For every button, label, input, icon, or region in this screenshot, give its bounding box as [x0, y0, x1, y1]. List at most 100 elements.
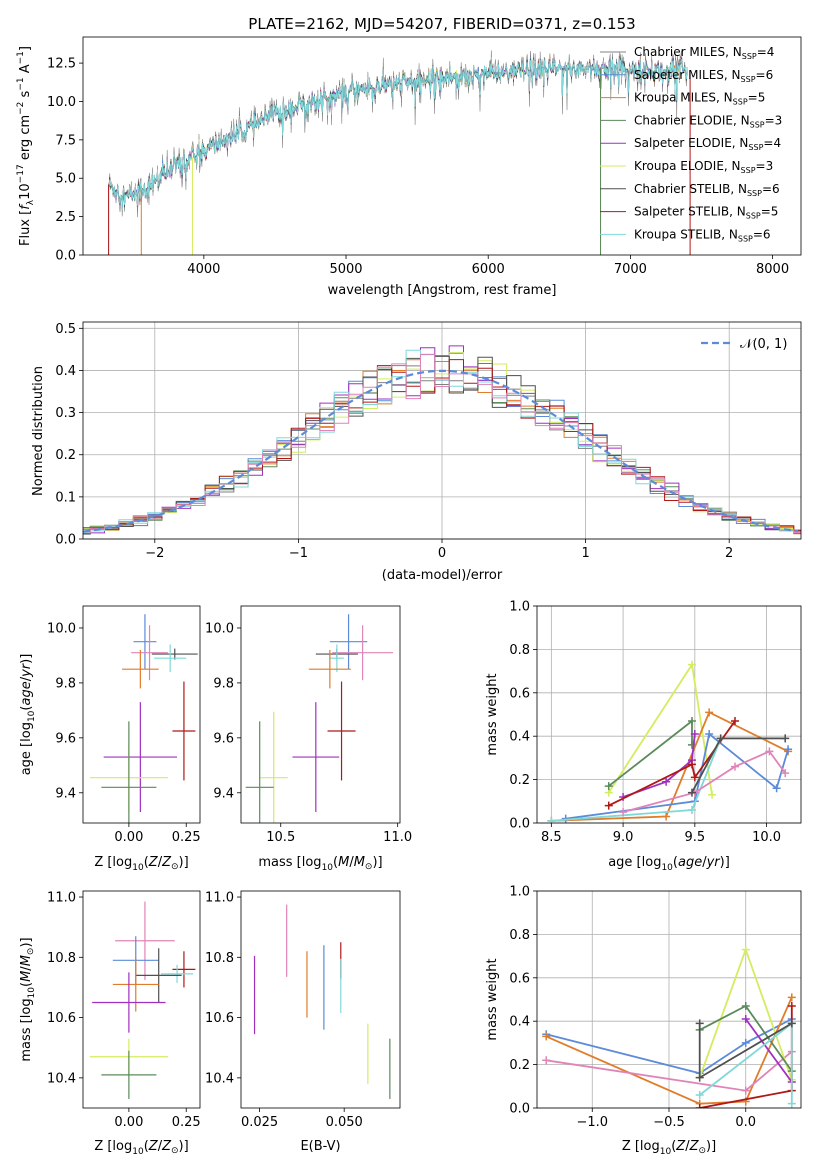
y-tick-label: 11.0 — [205, 891, 234, 906]
y-tick-label: 10.4 — [205, 1071, 234, 1086]
y-tick-label: 12.5 — [47, 57, 76, 72]
legend-entry: Kroupa MILES, NSSP=5 — [634, 91, 765, 107]
weight-marker — [765, 747, 774, 756]
weight-marker — [708, 790, 717, 799]
x-tick-label: 8000 — [756, 262, 789, 277]
x-tick-label: 11.0 — [383, 830, 412, 845]
y-tick-label: 9.4 — [55, 786, 76, 801]
x-tick-label: 9.5 — [684, 830, 705, 845]
y-axis-label: Normed distribution — [31, 366, 46, 496]
legend-entry: Kroupa ELODIE, NSSP=3 — [634, 159, 773, 175]
weight-marker — [741, 1015, 750, 1024]
axes-frame — [82, 36, 802, 256]
weight-marker — [687, 788, 696, 797]
weight-line — [608, 719, 693, 787]
x-tick-label: 0 — [438, 546, 446, 561]
x-axis-label: Z [log10(Z/Z⊙)] — [622, 1139, 716, 1157]
panel-weight-vs-age: 8.5 9.0 9.5 10.0 0.0 0.2 0.4 0.6 0.8 1.0 age [log1… — [485, 600, 802, 873]
x-tick-label: 0.00 — [114, 830, 143, 845]
y-tick-label: 1.0 — [509, 600, 530, 615]
y-tick-label: 10.4 — [47, 1071, 76, 1086]
axes-frame — [82, 321, 802, 540]
x-tick-label: 0.25 — [172, 1115, 201, 1130]
y-tick-label: 11.0 — [47, 891, 76, 906]
x-axis-label: (data-model)/error — [382, 568, 503, 583]
panel-mass-vs-ebv: 0.025 0.050 10.4 10.6 10.8 11.0 E(B-V) — [205, 891, 401, 1154]
x-tick-label: −1.0 — [576, 1115, 608, 1130]
y-tick-label: 9.6 — [213, 731, 234, 746]
y-tick-label: 10.8 — [205, 951, 234, 966]
data-point — [112, 957, 159, 1012]
y-axis-label: mass weight — [485, 673, 500, 755]
data-point — [172, 681, 196, 781]
weight-marker — [687, 660, 696, 669]
y-tick-label: 0.8 — [509, 643, 530, 658]
y-tick-label: 0.0 — [509, 817, 530, 832]
data-point — [133, 614, 157, 670]
y-tick-label: 0.0 — [55, 249, 76, 264]
x-tick-label: −2 — [145, 546, 164, 561]
x-axis-label: wavelength [Angstrom, rest frame] — [328, 283, 557, 298]
legend-entry: Chabrier ELODIE, NSSP=3 — [634, 113, 782, 129]
y-tick-label: 10.0 — [205, 621, 234, 636]
legend-entry: 𝒩(0, 1) — [740, 337, 787, 352]
y-axis-label: mass weight — [485, 958, 500, 1040]
data-point — [172, 951, 196, 988]
data-point — [115, 901, 175, 980]
y-tick-label: 5.0 — [55, 172, 76, 187]
weight-marker — [787, 1019, 796, 1028]
y-tick-label: 2.5 — [55, 210, 76, 225]
x-tick-label: 6000 — [472, 262, 505, 277]
y-tick-label: 0.5 — [55, 322, 76, 337]
x-axis-label: Z [log10(Z/Z⊙)] — [94, 855, 188, 873]
weight-marker — [687, 717, 696, 726]
weight-marker — [687, 740, 696, 749]
histogram-series — [83, 354, 801, 533]
plot-area — [89, 901, 196, 1099]
weight-marker — [695, 1104, 704, 1108]
weight-marker — [787, 993, 796, 1002]
data-point — [161, 964, 194, 983]
plot-area — [83, 345, 801, 535]
x-axis-label: Z [log10(Z/Z⊙)] — [94, 1139, 188, 1157]
data-point — [292, 702, 340, 813]
weight-marker — [690, 730, 699, 739]
legend-entry: Chabrier MILES, NSSP=4 — [634, 45, 774, 61]
weight-marker — [731, 762, 739, 771]
x-axis-label: E(B-V) — [300, 1139, 340, 1154]
weight-marker — [716, 734, 725, 743]
y-tick-label: 9.4 — [213, 786, 234, 801]
y-tick-label: 0.1 — [55, 490, 76, 505]
data-point — [329, 644, 344, 672]
panel-mass-vs-Z: 0.00 0.25 10.4 10.6 10.8 11.0 Z [log10(Z/Z⊙)] m… — [19, 891, 201, 1157]
x-tick-label: 9.0 — [613, 830, 634, 845]
x-tick-label: 1 — [581, 546, 589, 561]
y-tick-label: 0.2 — [55, 448, 76, 463]
x-tick-label: 8.5 — [541, 830, 562, 845]
data-point — [101, 721, 157, 823]
y-tick-label: 1.0 — [509, 885, 530, 900]
data-point — [329, 614, 368, 670]
weight-line — [545, 1018, 793, 1075]
panel-spectrum: 4000 5000 6000 7000 8000 0.0 2.5 5.0 7.5 10.0 12.5… — [16, 36, 802, 298]
weight-marker — [741, 1002, 750, 1011]
x-tick-label: 0.00 — [114, 1115, 143, 1130]
weight-marker — [784, 745, 793, 754]
data-point — [101, 1050, 157, 1099]
axes-frame — [536, 605, 802, 824]
weight-line — [565, 732, 789, 820]
weight-marker — [705, 708, 714, 717]
legend-entry: Salpeter MILES, NSSP=6 — [634, 68, 773, 84]
legend-entry: Salpeter STELIB, NSSP=5 — [634, 205, 778, 221]
weight-marker — [690, 773, 699, 782]
axes-frame — [536, 890, 802, 1109]
weight-marker — [772, 784, 781, 793]
x-tick-label: 0.050 — [326, 1115, 363, 1130]
plot-area — [547, 660, 793, 823]
y-tick-label: 0.6 — [509, 971, 530, 986]
data-point — [103, 702, 178, 813]
y-tick-label: 0.6 — [509, 686, 530, 701]
y-tick-label: 0.3 — [55, 406, 76, 421]
weight-marker — [604, 782, 613, 791]
weight-marker — [741, 1038, 750, 1047]
